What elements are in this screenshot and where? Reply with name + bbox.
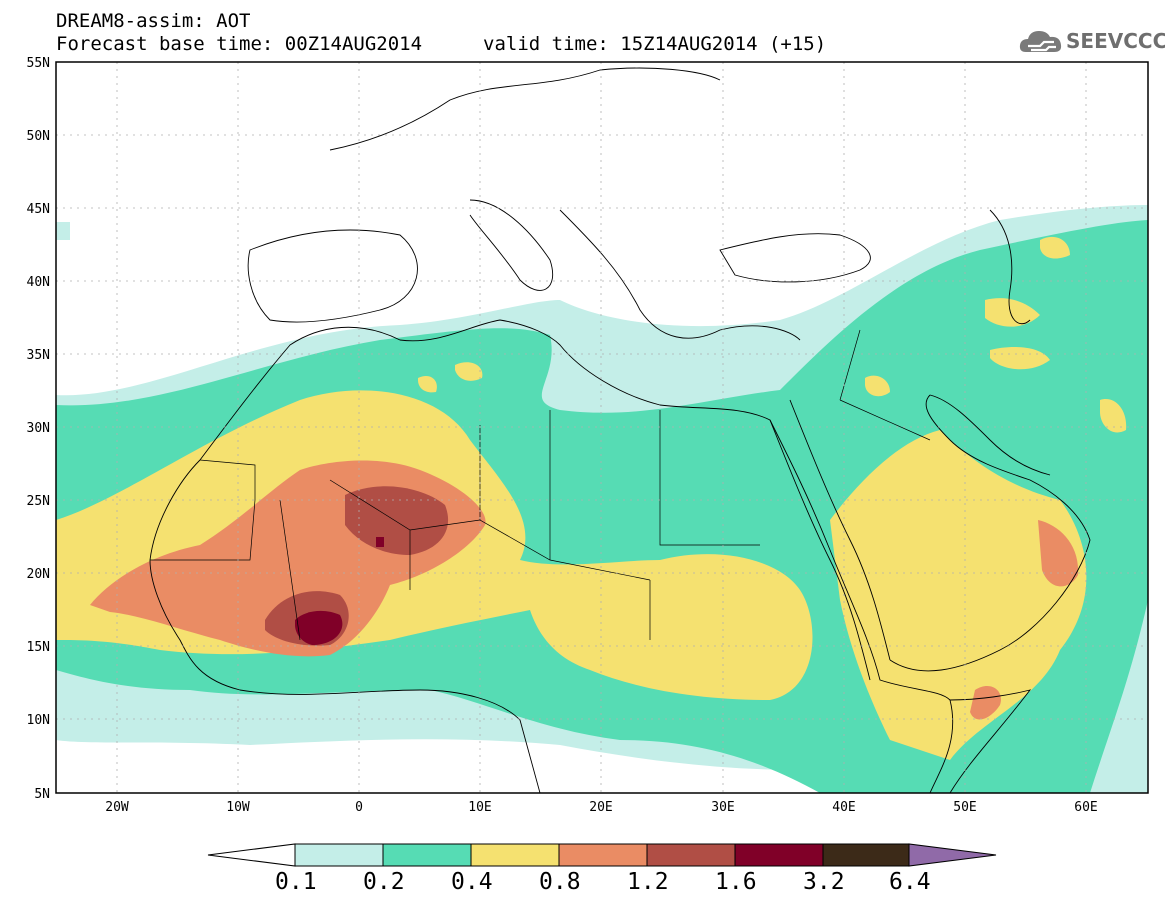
caspian: [989, 209, 1031, 325]
colorbar-label: 3.2: [803, 869, 845, 895]
lon-label: 10W: [226, 800, 250, 815]
colorbar-label: 6.4: [889, 869, 931, 895]
aot-band-0.8-yemen: [970, 520, 1079, 720]
lat-labels: 55N 50N 45N 40N 35N 30N 25N 20N 15N 10N …: [27, 56, 50, 802]
colorbar-label: 0.2: [363, 869, 405, 895]
aot-band-1.6-spot: [376, 537, 384, 547]
colorbar-swatch: [646, 843, 736, 867]
valid-time: valid time: 15Z14AUG2014 (+15): [483, 33, 827, 55]
aot-band-1.2: [345, 486, 449, 555]
lon-label: 10E: [468, 800, 491, 815]
cloud-icon: [1019, 31, 1062, 52]
lat-label: 15N: [27, 640, 50, 655]
colorbar-swatch: [294, 843, 384, 867]
map-title: DREAM8-assim: AOT: [56, 10, 251, 32]
lon-label: 30E: [711, 800, 734, 815]
colorbar-swatch: [470, 843, 560, 867]
aot-band-1.6: [295, 610, 343, 645]
aot-band-0.1-west: [56, 222, 70, 240]
lon-label: 0: [355, 800, 363, 815]
logo-text: SEEVCCC: [1066, 29, 1165, 53]
lat-label: 25N: [27, 494, 50, 509]
europe-north: [329, 67, 721, 151]
coastlines: [149, 67, 1091, 793]
lon-label: 50E: [953, 800, 976, 815]
colorbar: [207, 843, 997, 867]
lon-label: 40E: [832, 800, 855, 815]
red-sea-east: [789, 399, 891, 661]
lat-label: 45N: [27, 202, 50, 217]
horn-coast: [949, 689, 1032, 793]
colorbar-arrow-low: [207, 843, 296, 867]
lat-label: 5N: [34, 787, 50, 802]
colorbar-swatch: [382, 843, 472, 867]
lat-label: 50N: [27, 129, 50, 144]
gridlines: [56, 62, 1148, 793]
seevccc-logo: SEEVCCC: [1018, 26, 1165, 56]
colorbar-label: 0.4: [451, 869, 493, 895]
country-borders: [150, 329, 931, 641]
colorbar-label: 1.6: [715, 869, 757, 895]
gulf-coast: [929, 394, 1051, 476]
red-sea-west: [769, 419, 871, 681]
map-frame: [55, 61, 1149, 794]
lon-labels: 20W 10W 0 10E 20E 30E 40E 50E 60E: [105, 800, 1097, 815]
colorbar-label: 0.8: [539, 869, 581, 895]
aot-band-0.4-arabia: [830, 430, 1087, 760]
lat-label: 20N: [27, 567, 50, 582]
colorbar-label: 1.2: [627, 869, 669, 895]
lon-label: 20E: [589, 800, 612, 815]
colorbar-swatch: [734, 843, 824, 867]
forecast-base-time: Forecast base time: 00Z14AUG2014: [56, 33, 423, 55]
iberia-coast: [247, 229, 418, 323]
lat-label: 40N: [27, 275, 50, 290]
lon-label: 20W: [105, 800, 129, 815]
black-sea: [719, 233, 871, 283]
colorbar-swatch: [822, 843, 910, 867]
west-africa-coast: [149, 559, 541, 793]
arabia-coast: [889, 394, 1091, 672]
colorbar-arrow-high: [908, 843, 997, 867]
lon-label: 60E: [1074, 800, 1097, 815]
africa-coast: [149, 319, 954, 793]
colorbar-swatch: [558, 843, 648, 867]
aot-band-0.4-iran: [418, 236, 1127, 433]
lat-label: 30N: [27, 421, 50, 436]
lat-label: 10N: [27, 713, 50, 728]
colorbar-label: 0.1: [275, 869, 317, 895]
italy-coast: [469, 199, 554, 291]
lat-label: 35N: [27, 348, 50, 363]
lat-label: 55N: [27, 56, 50, 71]
balkans-coast: [559, 209, 801, 341]
